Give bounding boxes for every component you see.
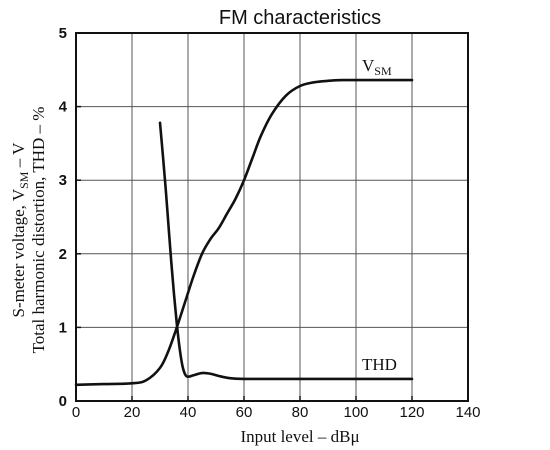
series-line-thd [158, 121, 414, 381]
series-label-thd: THD [362, 355, 397, 374]
x-tick-label-4: 80 [292, 404, 309, 421]
x-tick-label-1: 20 [124, 404, 141, 421]
y-tick-label-0: 0 [59, 393, 67, 410]
y-tick-label-2: 2 [59, 246, 67, 263]
x-tick-label-7: 140 [455, 404, 480, 421]
series-line-vsm [74, 78, 414, 387]
x-tick-label-6: 120 [399, 404, 424, 421]
x-axis-label: Input level – dBμ [240, 427, 359, 446]
y-tick-label-1: 1 [59, 319, 67, 336]
series-lines [74, 78, 414, 387]
y-tick-label-3: 3 [59, 172, 67, 189]
series-label-vsm: VSM [362, 56, 392, 78]
series-label-vsm-sub: SM [374, 64, 392, 78]
x-tick-label-5: 100 [343, 404, 368, 421]
plot-frame [75, 32, 469, 402]
chart-title: FM characteristics [219, 7, 381, 29]
y-axis-label-subscript: SM [17, 171, 31, 189]
y-tick-label-5: 5 [59, 25, 67, 42]
y-axis-label-group: S-meter voltage, VSM – V Total harmonic … [9, 107, 48, 354]
y-axis-label-thd: Total harmonic distortion, THD – % [29, 107, 48, 354]
y-axis-label-suffix: – V [9, 142, 28, 172]
x-axis-ticks: 0 20 40 60 80 100 120 140 [72, 396, 481, 421]
y-axis-label-svsm: S-meter voltage, VSM – V [9, 142, 31, 318]
x-tick-label-2: 40 [180, 404, 197, 421]
x-tick-label-0: 0 [72, 404, 80, 421]
y-axis-ticks: 0 1 2 3 4 5 [59, 25, 81, 410]
grid-lines [76, 33, 468, 401]
x-tick-label-3: 60 [236, 404, 253, 421]
y-tick-label-4: 4 [59, 99, 68, 116]
y-axis-label-part: S-meter voltage, V [9, 188, 28, 317]
series-label-vsm-main: V [362, 56, 375, 75]
